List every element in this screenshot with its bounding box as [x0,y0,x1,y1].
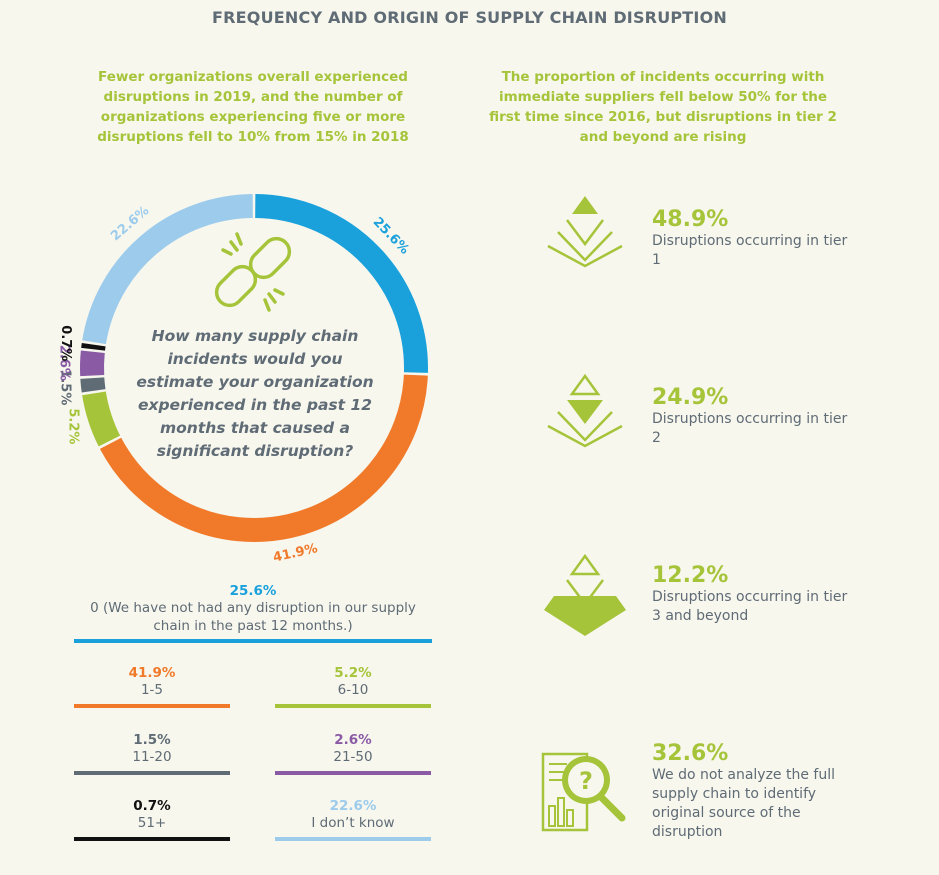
donut-question: How many supply chain incidents would yo… [136,327,374,460]
legend-label: I don’t know [311,815,395,831]
legend-label: 11-20 [132,749,172,765]
donut-slice [82,194,253,345]
stat-desc: We do not analyze the full supply chain … [652,767,835,840]
legend-bar [74,771,230,775]
stat-no-analysis: 32.6% We do not analyze the full supply … [652,742,842,842]
stat-value: 32.6% [652,741,729,766]
legend-label: 51+ [137,815,167,831]
legend-item-51-plus: 0.7% 51+ [74,798,230,841]
donut-slice-label: 2.6% [57,345,72,381]
legend-pct: 25.6% [229,583,277,599]
legend-label: 1-5 [140,682,164,698]
magnifier-question-icon: ? [541,752,626,832]
legend-pct: 5.2% [334,665,372,681]
stat-value: 12.2% [652,563,729,588]
stat-value: 24.9% [652,385,729,410]
right-subtitle: The proportion of incidents occurring wi… [489,69,837,145]
donut-slice [82,391,121,447]
legend-pct: 22.6% [329,798,377,814]
donut-slice-label: 0.7% [58,325,73,361]
legend-pct: 1.5% [133,732,171,748]
donut-slice [80,377,106,393]
legend-bar [74,704,230,708]
legend-bar [275,704,431,708]
legend-label: 0 (We have not had any disruption in our… [90,600,416,634]
stat-tier1: 48.9% Disruptions occurring in tier 1 [652,208,852,270]
donut-slice-label: 5.2% [66,408,81,444]
legend-bar [74,639,432,643]
donut-svg: 25.6%41.9%5.2%1.5%2.6%0.7%22.6% [57,194,428,566]
donut-slice-label: 41.9% [272,541,319,565]
donut-slice [80,350,105,377]
legend-item-21-50: 2.6% 21-50 [275,732,431,775]
legend-item-6-10: 5.2% 6-10 [275,665,431,708]
page-title: FREQUENCY AND ORIGIN OF SUPPLY CHAIN DIS… [212,8,727,27]
broken-chain-icon [214,232,292,312]
donut-slice [255,194,428,373]
legend-bar [275,771,431,775]
legend-pct: 0.7% [133,798,171,814]
donut-chart: 25.6% 41.9% 5.2% 1.5% 2.6% 0.7% 22.6% [0,0,520,600]
donut-slice [81,342,106,351]
legend-bar [275,837,431,841]
legend-item-11-20: 1.5% 11-20 [74,732,230,775]
svg-text:?: ? [579,767,593,795]
legend-item-1-5: 41.9% 1-5 [74,665,230,708]
stat-desc: Disruptions occurring in tier 1 [652,233,848,268]
legend-pct: 2.6% [334,732,372,748]
donut-slice-label: 1.5% [57,369,72,405]
pyramid-tier2-icon [547,373,623,448]
legend-label: 6-10 [337,682,369,698]
legend-item-0: 25.6% 0 (We have not had any disruption … [74,583,432,643]
stat-desc: Disruptions occurring in tier 2 [652,411,848,446]
legend-item-dont-know: 22.6% I don’t know [275,798,431,841]
legend-label: 21-50 [333,749,373,765]
legend-bar [74,837,230,841]
legend-pct: 41.9% [128,665,176,681]
pyramid-tier1-icon [547,196,623,268]
donut-slice [99,374,428,542]
stat-value: 48.9% [652,207,729,232]
stat-tier2: 24.9% Disruptions occurring in tier 2 [652,386,852,448]
pyramid-tier3-icon [544,553,626,636]
stat-tier3: 12.2% Disruptions occurring in tier 3 an… [652,564,852,626]
stat-desc: Disruptions occurring in tier 3 and beyo… [652,589,848,624]
donut-arcs [80,194,428,542]
left-subtitle: Fewer organizations overall experienced … [97,69,409,145]
